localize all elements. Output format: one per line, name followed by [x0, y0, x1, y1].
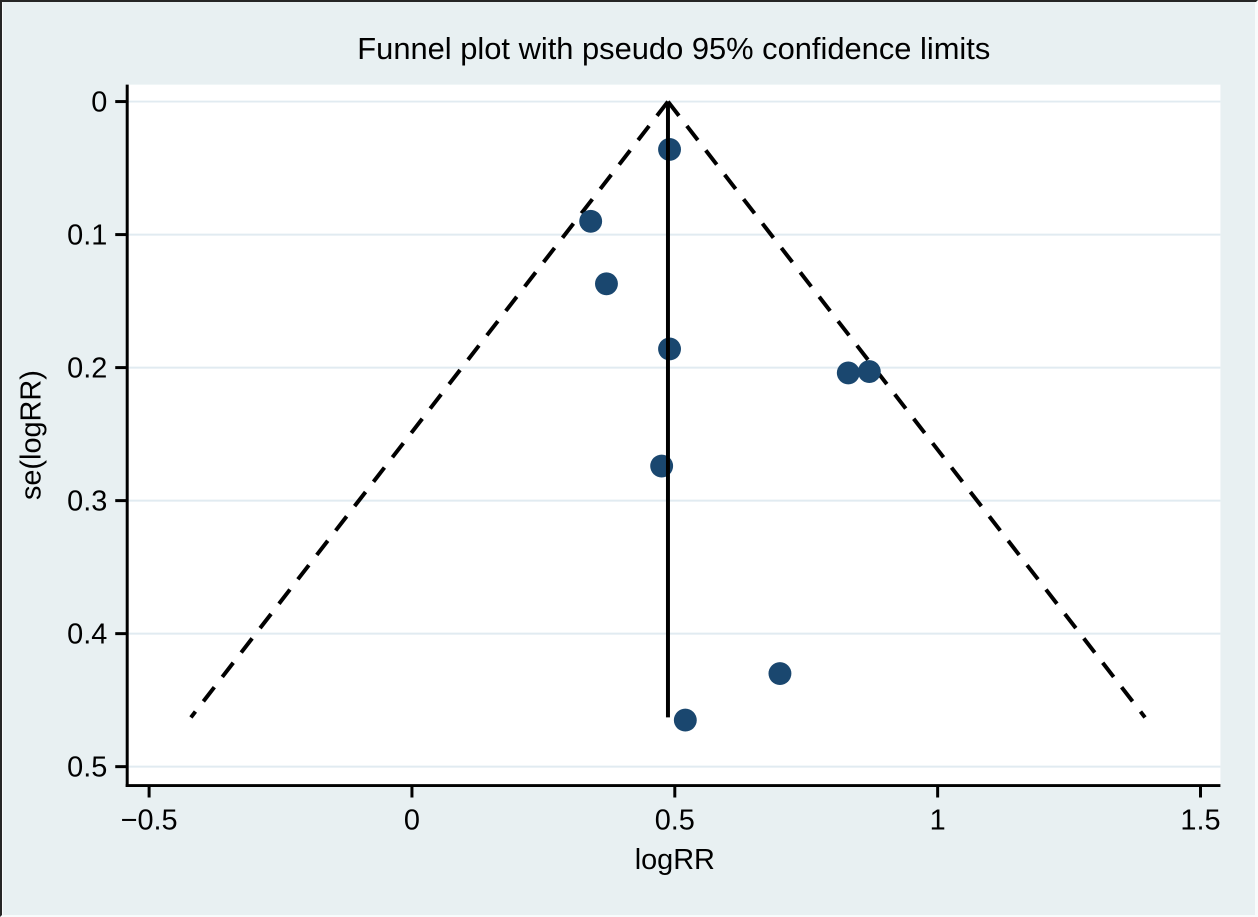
y-axis-label: se(logRR)	[16, 370, 48, 500]
x-axis-label: logRR	[635, 844, 715, 876]
y-tick-label: 0.4	[67, 619, 107, 651]
data-point	[673, 708, 697, 732]
data-point	[579, 209, 603, 233]
y-tick-label: 0.2	[67, 353, 107, 385]
funnel-limits-layer	[189, 100, 1147, 719]
y-tick-label: 0.5	[67, 752, 107, 784]
x-tick-label: 1	[930, 804, 946, 836]
tick-labels-layer: 0 0.1 0.2 0.3 0.4 0.5 −0.5 0 0.5 1 1.5	[67, 87, 1220, 837]
y-tick-label: 0	[91, 87, 107, 119]
data-point	[857, 360, 881, 384]
funnel-limit-right	[666, 100, 1147, 719]
data-point	[836, 361, 860, 385]
plot-area	[127, 84, 1221, 786]
data-point	[595, 272, 618, 296]
axes-layer	[115, 84, 1221, 798]
y-tick-label: 0.1	[67, 220, 107, 252]
x-tick-label: 0	[404, 804, 420, 836]
x-tick-label: −0.5	[121, 804, 178, 836]
data-point	[768, 662, 792, 685]
gridline-layer	[128, 100, 1221, 768]
y-tick-label: 0.3	[67, 486, 107, 518]
chart-title: Funnel plot with pseudo 95% confidence l…	[357, 31, 990, 66]
x-tick-label: 1.5	[1180, 804, 1220, 836]
funnel-limit-left	[189, 100, 670, 719]
x-tick-label: 0.5	[655, 804, 695, 836]
plot-area-layer	[127, 84, 1221, 786]
